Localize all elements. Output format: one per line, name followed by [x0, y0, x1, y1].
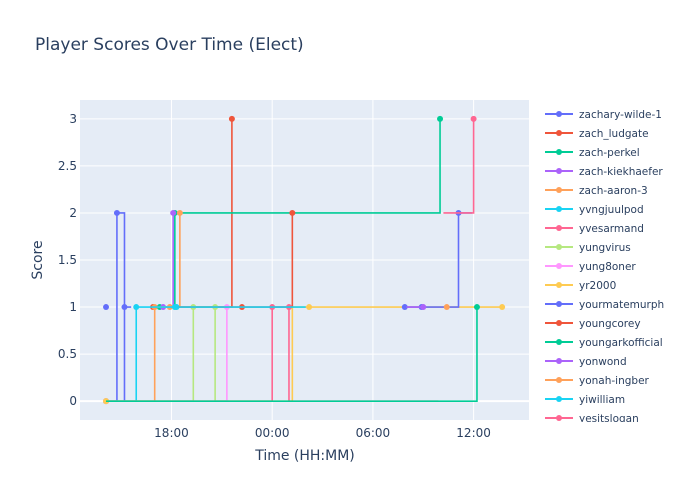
x-axis-title: Time (HH:MM) [254, 448, 355, 464]
chart-title: Player Scores Over Time (Elect) [35, 35, 304, 55]
data-point [437, 115, 444, 122]
legend-item[interactable]: yonwond [545, 356, 627, 368]
data-point [470, 115, 477, 122]
legend-item[interactable]: yonah-ingber [545, 375, 650, 387]
legend-item[interactable]: zach-perkel [545, 147, 640, 159]
legend-item[interactable]: zach-aaron-3 [545, 185, 648, 197]
legend-swatch-marker [556, 377, 562, 383]
series-zachary-wilde-1 [103, 209, 132, 402]
legend-swatch-marker [556, 225, 562, 231]
y-tick-label: 1.5 [58, 253, 77, 267]
legend-label: youngarkofficial [579, 337, 663, 349]
legend-item[interactable]: youngarkofficial [545, 337, 663, 349]
legend-label: yonwond [579, 356, 627, 368]
legend-item[interactable]: yungvirus [545, 242, 631, 254]
legend-item[interactable]: yvngjuulpod [545, 204, 644, 216]
legend-swatch-marker [556, 282, 562, 288]
series-line [443, 118, 475, 214]
legend-label: yr2000 [579, 280, 616, 292]
legend-label: yonah-ingber [579, 375, 650, 387]
data-point [171, 304, 178, 311]
data-point [176, 209, 183, 216]
series-line [106, 307, 478, 402]
legend-swatch-marker [556, 396, 562, 402]
legend-item[interactable]: yr2000 [545, 280, 616, 292]
x-tick-label: 00:00 [255, 426, 290, 440]
legend-label: yourmatemurph [579, 299, 664, 311]
legend-label: zach_ludgate [579, 128, 649, 140]
data-point [170, 209, 177, 216]
series-yesitslogan [443, 115, 477, 214]
legend-item[interactable]: yung8oner [545, 261, 636, 273]
data-point [121, 304, 128, 311]
legend-label: yesitslogan [579, 413, 639, 425]
legend-label: yung8oner [579, 261, 636, 273]
legend-swatch-marker [556, 320, 562, 326]
data-point [228, 115, 235, 122]
legend-label: zach-kiekhaefer [579, 166, 663, 178]
legend-item[interactable]: zach_ludgate [545, 128, 649, 140]
legend-swatch-marker [556, 263, 562, 269]
legend-swatch-marker [556, 111, 562, 117]
legend-label: yvesarmand [579, 223, 644, 235]
x-tick-label: 12:00 [456, 426, 491, 440]
y-tick-label: 3 [69, 112, 77, 126]
series-yonwond [406, 304, 427, 311]
legend-swatch-marker [556, 339, 562, 345]
legend-label: yvngjuulpod [579, 204, 644, 216]
y-tick-label: 0 [69, 394, 77, 408]
y-tick-label: 2.5 [58, 159, 77, 173]
legend-swatch-marker [556, 301, 562, 307]
series-yonah-ingber [443, 304, 450, 311]
legend-item[interactable]: yvesarmand [545, 223, 644, 235]
legend-item[interactable]: yourmatemurph [545, 299, 664, 311]
grid-lines [80, 100, 529, 420]
legend[interactable]: zachary-wilde-1 zach_ludgate zach-perkel za… [545, 109, 664, 425]
legend-label: zach-aaron-3 [579, 185, 648, 197]
data-point [420, 304, 427, 311]
data-point [401, 304, 408, 311]
legend-swatch-marker [556, 149, 562, 155]
y-tick-label: 0.5 [58, 347, 77, 361]
y-tick-label: 2 [69, 206, 77, 220]
y-axis-ticks: 0 0.5 1 1.5 2 2.5 3 [58, 112, 77, 408]
y-axis-title: Score [30, 240, 46, 279]
legend-label: yiwilliam [579, 394, 625, 406]
data-point [443, 304, 450, 311]
legend-label: yungvirus [579, 242, 631, 254]
legend-label: youngcorey [579, 318, 641, 330]
series-yiwilliam [171, 304, 306, 311]
legend-swatch-marker [556, 130, 562, 136]
x-tick-label: 06:00 [356, 426, 391, 440]
legend-label: zach-perkel [579, 147, 640, 159]
data-point [133, 304, 140, 311]
legend-swatch-marker [556, 358, 562, 364]
x-tick-label: 18:00 [154, 426, 189, 440]
x-axis-ticks: 18:00 00:00 06:00 12:00 [154, 426, 491, 440]
legend-item[interactable]: yesitslogan [545, 413, 639, 425]
legend-swatch-marker [556, 187, 562, 193]
legend-item[interactable]: yiwilliam [545, 394, 625, 406]
data-point [103, 304, 110, 311]
legend-swatch-marker [556, 206, 562, 212]
data-point [473, 304, 480, 311]
legend-swatch-marker [556, 244, 562, 250]
legend-swatch-marker [556, 168, 562, 174]
data-point [499, 304, 506, 311]
data-point [306, 304, 313, 311]
legend-item[interactable]: youngcorey [545, 318, 641, 330]
series-youngarkofficial [106, 304, 480, 402]
legend-item[interactable]: zach-kiekhaefer [545, 166, 663, 178]
legend-item[interactable]: zachary-wilde-1 [545, 109, 662, 121]
y-tick-label: 1 [69, 300, 77, 314]
series-layer [103, 115, 506, 405]
legend-label: zachary-wilde-1 [579, 109, 662, 121]
legend-swatch-marker [556, 415, 562, 421]
data-point [289, 209, 296, 216]
data-point [113, 209, 120, 216]
